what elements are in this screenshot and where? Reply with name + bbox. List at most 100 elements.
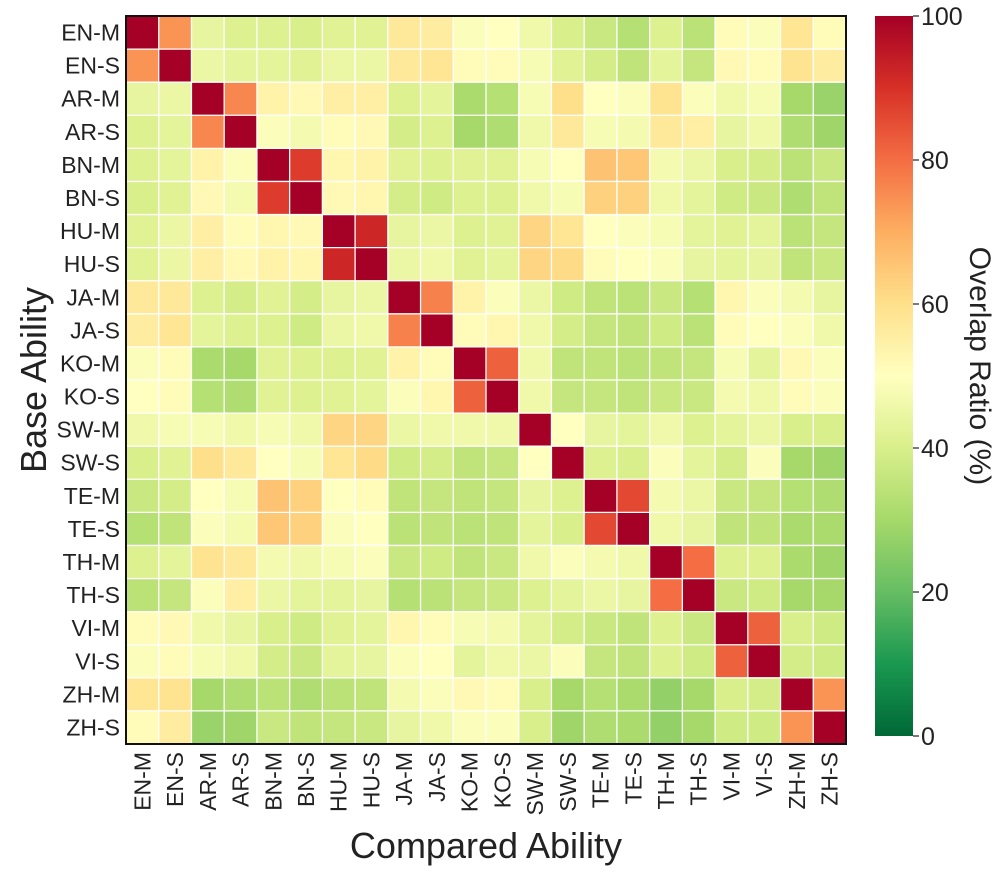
heatmap-cell [715,479,749,513]
heatmap-cell [256,82,290,116]
heatmap-cell [551,313,585,348]
heatmap-cell [224,512,258,546]
heatmap-cell [289,710,323,745]
heatmap-cell [715,49,749,83]
heatmap-cell [158,346,192,381]
heatmap-cell [158,115,192,149]
heatmap-cell [813,413,847,447]
heatmap-cell [387,644,421,679]
heatmap-cell [126,677,160,712]
heatmap-cell [289,380,323,414]
heatmap-cell [420,677,454,712]
heatmap-cell [813,578,847,612]
heatmap-cell [420,380,454,414]
heatmap-cell [191,644,225,679]
heatmap-cell [518,512,552,546]
heatmap-cell [551,115,585,149]
heatmap-cell [813,280,847,315]
heatmap-cell [256,313,290,348]
heatmap-cell [682,512,716,546]
heatmap-cell [453,413,487,447]
heatmap-cell [322,545,356,579]
heatmap-cell [616,49,650,83]
heatmap-cell [158,16,192,50]
x-tick-label: TH-M [653,752,679,809]
heatmap-cell [387,611,421,646]
heatmap-cell [322,446,356,480]
heatmap-cell [616,512,650,546]
heatmap-cell [584,181,618,215]
heatmap-cell [126,413,160,447]
heatmap-cell [322,380,356,414]
heatmap-cell [780,280,814,315]
heatmap-cell [191,16,225,50]
heatmap-cell [518,313,552,348]
y-tick-label: KO-M [60,350,120,376]
heatmap-cell [420,710,454,745]
heatmap-cell [813,677,847,712]
heatmap-cell [616,280,650,315]
heatmap-cell [126,82,160,116]
heatmap-cell [715,611,749,646]
y-tick-label: TE-S [68,516,120,542]
heatmap-cell [224,578,258,612]
heatmap-cell [813,380,847,414]
heatmap-cell [518,545,552,579]
heatmap-cell [355,380,389,414]
heatmap-cell [747,247,781,282]
heatmap-cell [256,644,290,679]
heatmap-cell [158,710,192,745]
heatmap-cell [322,578,356,612]
heatmap-cell [813,115,847,149]
heatmap-cell [486,380,520,414]
heatmap-cell [747,644,781,679]
heatmap-cell [813,545,847,579]
colorbar-ticks: 0 20 40 60 80 100 [913,3,963,751]
heatmap-cell [682,611,716,646]
heatmap-cell [420,280,454,315]
heatmap-cell [518,677,552,712]
heatmap-cell [387,214,421,248]
heatmap-cell [322,181,356,215]
heatmap-cell [551,644,585,679]
heatmap-cell [518,148,552,182]
heatmap-cell [747,677,781,712]
heatmap-cell [813,446,847,480]
x-tick-label: ZH-M [784,752,810,809]
heatmap-cell [551,710,585,745]
heatmap-cell [682,446,716,480]
heatmap-cell [126,280,160,315]
heatmap-cell [158,578,192,612]
heatmap-cell [518,181,552,215]
heatmap-cell [256,16,290,50]
heatmap-cell [780,479,814,513]
heatmap-cell [387,16,421,50]
heatmap-cell [191,512,225,546]
x-tick-label: TE-M [588,752,614,808]
heatmap-cell [486,578,520,612]
heatmap-cell [420,49,454,83]
heatmap-cell [322,611,356,646]
heatmap-cell [158,512,192,546]
y-tick-label: JA-M [66,284,120,310]
heatmap-cell [649,512,683,546]
heatmap-cell [715,247,749,282]
heatmap-cell [649,16,683,50]
y-tick-label: VI-S [75,648,120,674]
heatmap-cell [355,49,389,83]
y-tick-label: AR-M [61,86,120,112]
y-tick-label: SW-S [60,450,120,476]
heatmap-cell [355,512,389,546]
heatmap-cell [813,313,847,348]
heatmap-cell [649,611,683,646]
heatmap-cell [649,214,683,248]
heatmap-cell [715,677,749,712]
heatmap-cell [224,148,258,182]
heatmap-cell [158,545,192,579]
heatmap-cell [715,644,749,679]
heatmap-cell [420,413,454,447]
heatmap-cell [322,49,356,83]
heatmap-cell [453,280,487,315]
heatmap-cell [518,82,552,116]
heatmap-cell [256,380,290,414]
